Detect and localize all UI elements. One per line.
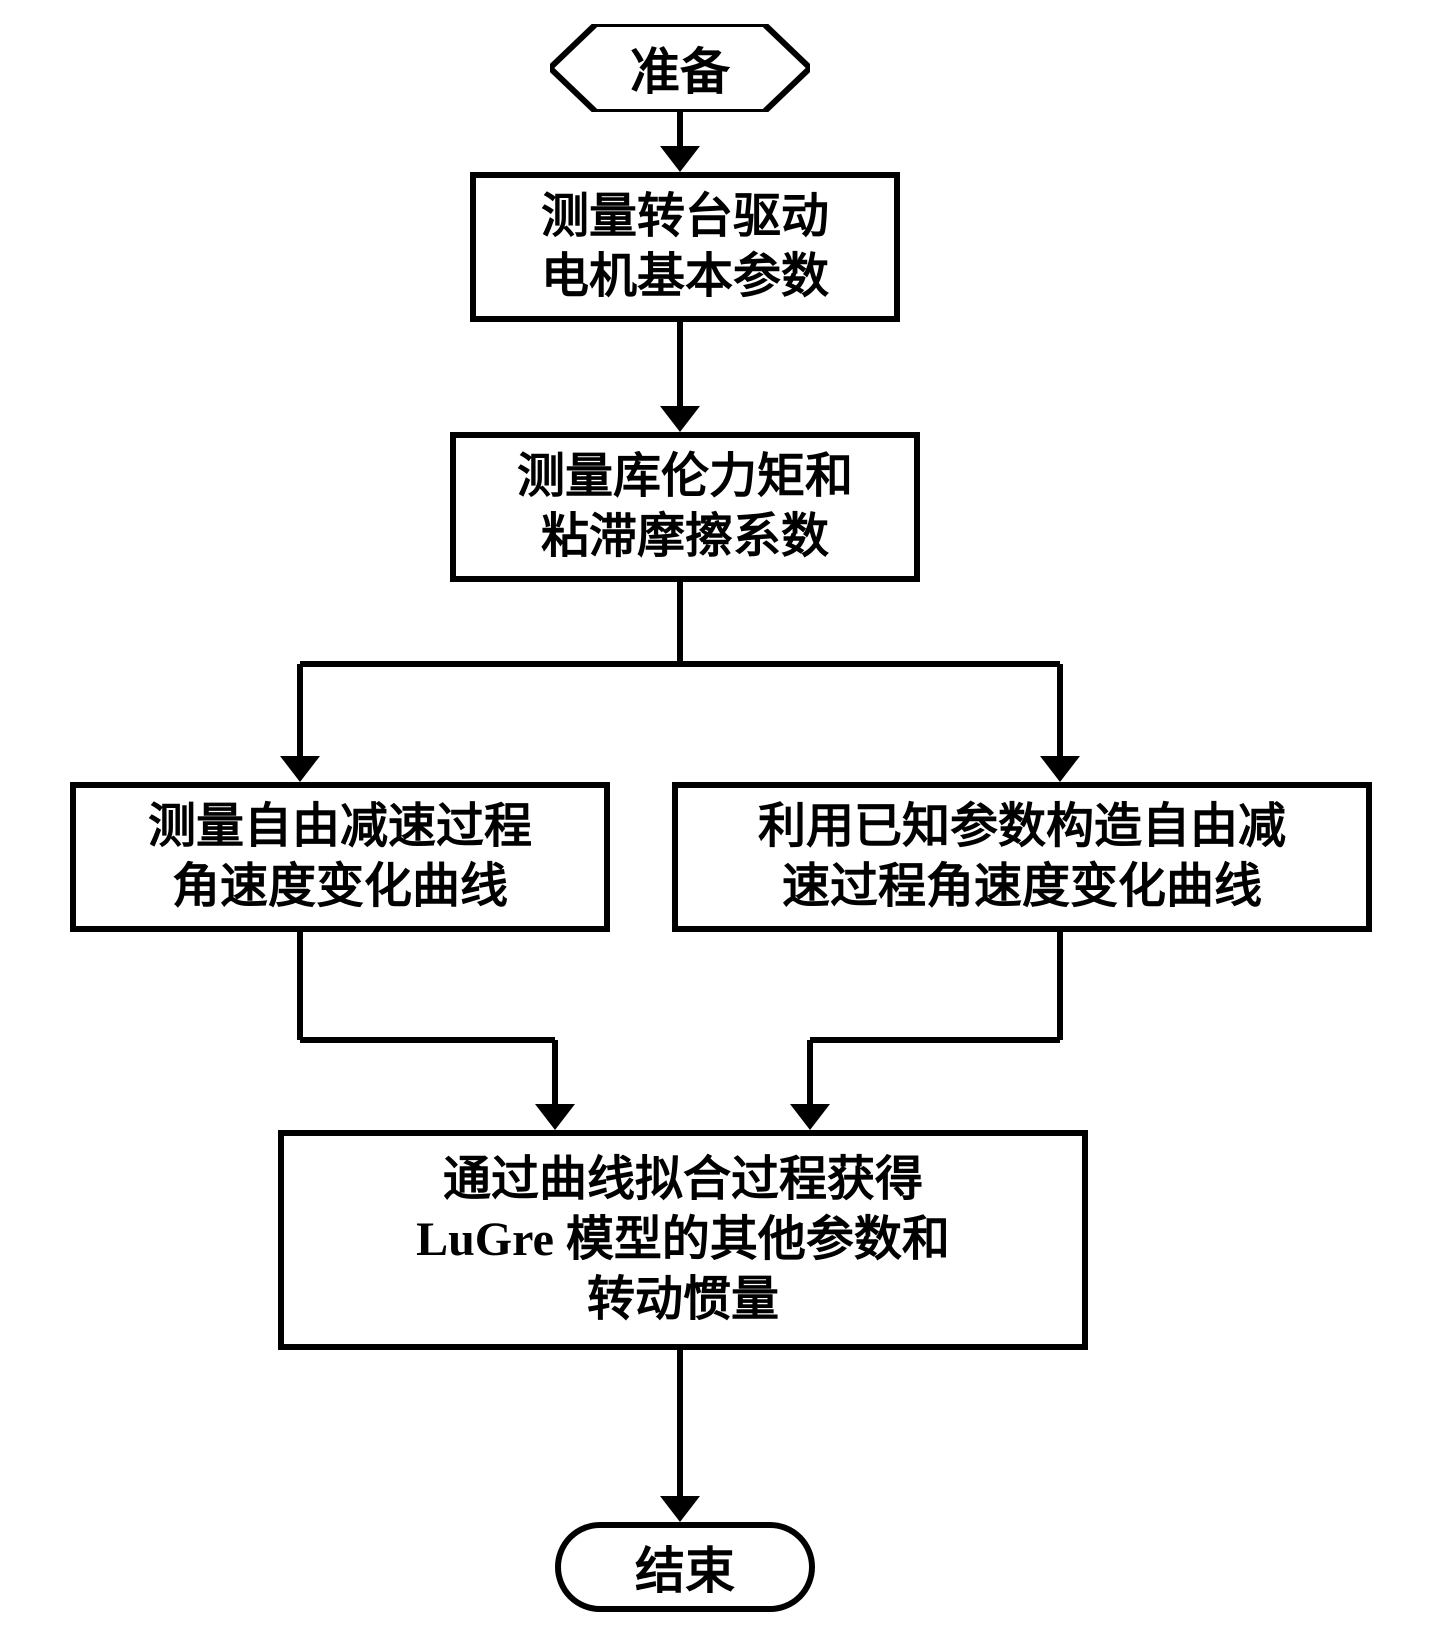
node-step1-label: 测量转台驱动 电机基本参数: [541, 187, 829, 307]
node-step2: 测量库伦力矩和 粘滞摩擦系数: [450, 432, 920, 582]
node-step3a-label: 测量自由减速过程 角速度变化曲线: [148, 797, 532, 917]
node-step3b-label: 利用已知参数构造自由减 速过程角速度变化曲线: [758, 797, 1286, 917]
node-step3a: 测量自由减速过程 角速度变化曲线: [70, 782, 610, 932]
node-step1: 测量转台驱动 电机基本参数: [470, 172, 900, 322]
node-end: 结束: [555, 1522, 815, 1612]
node-step2-label: 测量库伦力矩和 粘滞摩擦系数: [517, 447, 853, 567]
node-start: 准备: [550, 24, 810, 112]
node-end-label: 结束: [635, 1531, 735, 1603]
node-step4: 通过曲线拟合过程获得 LuGre 模型的其他参数和 转动惯量: [278, 1130, 1088, 1350]
node-start-label: 准备: [630, 32, 730, 104]
node-step4-label: 通过曲线拟合过程获得 LuGre 模型的其他参数和 转动惯量: [416, 1150, 950, 1330]
node-step3b: 利用已知参数构造自由减 速过程角速度变化曲线: [672, 782, 1372, 932]
